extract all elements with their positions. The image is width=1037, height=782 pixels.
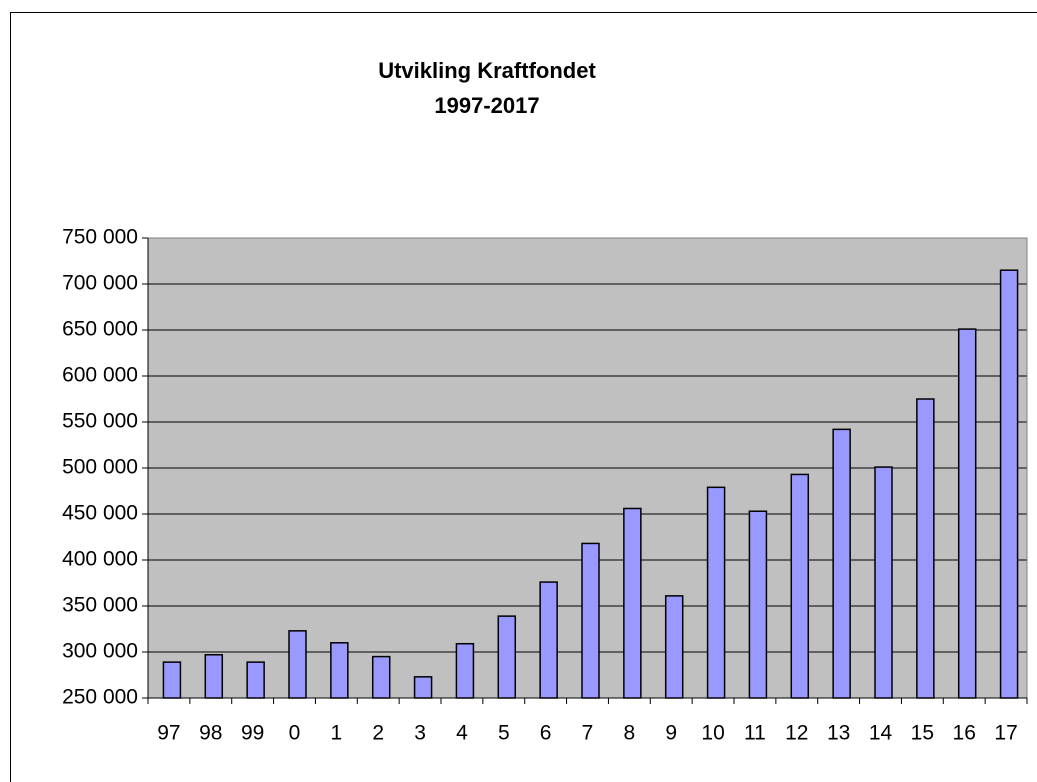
x-tick-label: 4 (456, 722, 468, 745)
x-tick-label: 2 (372, 722, 384, 745)
y-tick-label: 350 000 (62, 594, 138, 617)
y-tick-label: 300 000 (62, 640, 138, 663)
y-tick-label: 550 000 (62, 410, 138, 433)
y-tick-label: 600 000 (62, 364, 138, 387)
x-tick-label: 7 (582, 722, 594, 745)
x-tick-label: 99 (241, 722, 264, 745)
x-tick-label: 8 (624, 722, 636, 745)
bar (371, 655, 391, 699)
x-tick-label: 1 (331, 722, 343, 745)
bar (706, 486, 726, 699)
chart-title: Utvikling Kraftfondet (378, 58, 596, 83)
y-tick-label: 500 000 (62, 456, 138, 479)
bar (916, 398, 935, 699)
y-tick-label: 700 000 (62, 272, 138, 295)
x-tick-label: 9 (665, 722, 677, 745)
x-tick-label: 3 (414, 722, 426, 745)
bar (162, 661, 182, 699)
bar (288, 630, 307, 699)
x-tick-label: 14 (869, 722, 893, 745)
x-tick-label: 16 (953, 722, 976, 745)
bar (581, 542, 600, 699)
x-tick-label: 12 (785, 722, 808, 745)
bar (623, 507, 642, 699)
bar (204, 654, 224, 699)
bar (413, 676, 433, 699)
bar (999, 269, 1019, 699)
x-tick-label: 5 (498, 722, 510, 745)
y-tick-label: 400 000 (62, 548, 138, 571)
x-tick-label: 17 (994, 722, 1017, 745)
x-tick-label: 11 (744, 722, 766, 745)
bar (539, 581, 558, 699)
bar (246, 661, 265, 699)
bar (748, 510, 768, 699)
bar (957, 328, 977, 699)
x-tick-label: 98 (199, 722, 222, 745)
y-tick-label: 450 000 (62, 502, 138, 525)
x-tick-label: 15 (911, 722, 934, 745)
bar (832, 428, 851, 699)
x-tick-label: 97 (157, 722, 180, 745)
chart-subtitle: 1997-2017 (434, 93, 539, 118)
bar (330, 642, 349, 699)
y-tick-label: 650 000 (62, 318, 138, 341)
bar (664, 595, 684, 699)
x-tick-label: 10 (701, 722, 724, 745)
x-tick-label: 13 (827, 722, 850, 745)
y-tick-label: 250 000 (62, 686, 138, 709)
bar (497, 615, 517, 699)
bar (455, 642, 475, 699)
x-tick-label: 6 (540, 722, 552, 745)
x-tick-label: 0 (289, 722, 301, 745)
bar (874, 466, 893, 699)
y-tick-label: 750 000 (62, 226, 138, 249)
bar (790, 473, 810, 699)
